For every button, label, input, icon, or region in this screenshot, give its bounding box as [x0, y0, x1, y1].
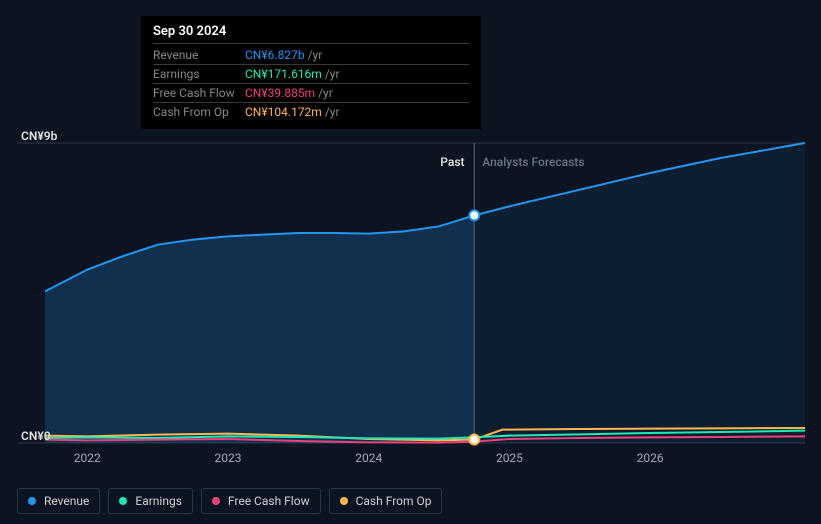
legend-label: Earnings — [135, 494, 182, 508]
chart-svg[interactable] — [17, 125, 805, 463]
tooltip-metric-label: Free Cash Flow — [153, 86, 245, 100]
tooltip-row: Cash From OpCN¥104.172m/yr — [153, 103, 469, 121]
legend-dot-icon — [119, 497, 127, 505]
legend-item-earnings[interactable]: Earnings — [108, 488, 193, 514]
legend-dot-icon — [340, 497, 348, 505]
legend-label: Revenue — [44, 494, 89, 508]
tooltip-metric-label: Revenue — [153, 48, 245, 62]
x-axis-label: 2022 — [74, 451, 101, 465]
tooltip-row: RevenueCN¥6.827b/yr — [153, 46, 469, 65]
y-axis-label: CN¥0 — [21, 429, 51, 443]
legend-dot-icon — [212, 497, 220, 505]
earnings-revenue-chart[interactable]: CN¥9b CN¥0 Past Analysts Forecasts 2022 20… — [17, 125, 805, 480]
tooltip-metric-unit: /yr — [308, 48, 323, 62]
x-axis-label: 2025 — [496, 451, 523, 465]
tooltip-metric-unit: /yr — [318, 86, 333, 100]
tooltip-metric-value: CN¥171.616m — [245, 67, 322, 81]
tooltip-metric-value: CN¥39.885m — [245, 86, 315, 100]
legend-label: Cash From Op — [356, 494, 432, 508]
tooltip-date: Sep 30 2024 — [153, 24, 469, 44]
chart-legend: Revenue Earnings Free Cash Flow Cash From O… — [17, 488, 442, 514]
legend-item-cash-from-op[interactable]: Cash From Op — [329, 488, 443, 514]
tooltip-metric-unit: /yr — [325, 105, 340, 119]
tooltip-metric-label: Earnings — [153, 67, 245, 81]
x-axis-label: 2023 — [214, 451, 241, 465]
legend-item-free-cash-flow[interactable]: Free Cash Flow — [201, 488, 321, 514]
tooltip-metric-value: CN¥6.827b — [245, 48, 305, 62]
legend-label: Free Cash Flow — [228, 494, 310, 508]
x-axis-label: 2026 — [637, 451, 664, 465]
legend-item-revenue[interactable]: Revenue — [17, 488, 100, 514]
tooltip-row: Free Cash FlowCN¥39.885m/yr — [153, 84, 469, 103]
tooltip-metric-unit: /yr — [325, 67, 340, 81]
tooltip-metric-value: CN¥104.172m — [245, 105, 322, 119]
tooltip-metric-label: Cash From Op — [153, 105, 245, 119]
legend-dot-icon — [28, 497, 36, 505]
tooltip-row: EarningsCN¥171.616m/yr — [153, 65, 469, 84]
hover-tooltip: Sep 30 2024 RevenueCN¥6.827b/yrEarningsC… — [141, 16, 481, 129]
x-axis-label: 2024 — [355, 451, 382, 465]
y-axis-label: CN¥9b — [21, 129, 57, 143]
section-label-forecast: Analysts Forecasts — [482, 155, 584, 169]
section-label-past: Past — [440, 155, 464, 169]
